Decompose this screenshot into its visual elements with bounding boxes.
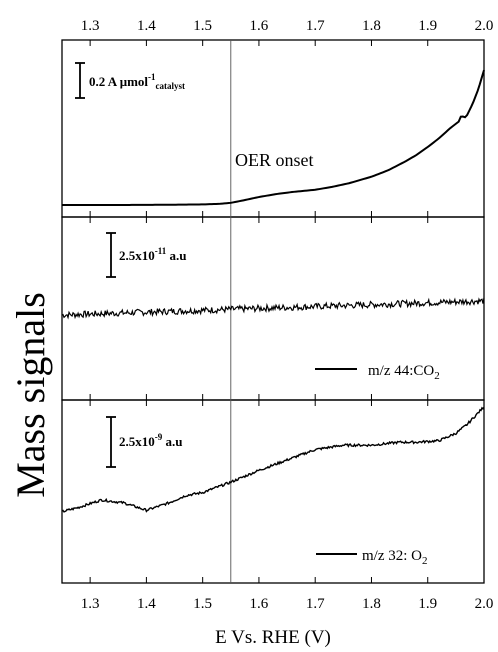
legend-o2-label: m/z 32: O2 xyxy=(362,548,428,567)
bottom-tick-label: 1.6 xyxy=(250,596,269,612)
top-tick-label: 1.3 xyxy=(81,18,100,34)
scale-bar-co2: 2.5x10-11 a.u xyxy=(106,232,187,278)
bottom-tick-label: 2.0 xyxy=(475,596,494,612)
panel-o2-frame xyxy=(61,399,485,584)
scale-bar-co2-label: 2.5x10-11 a.u xyxy=(119,246,187,263)
bottom-tick-label: 1.9 xyxy=(418,596,437,612)
top-tick-labels: 1.3 1.4 1.5 1.6 1.7 1.8 1.9 2.0 xyxy=(81,18,494,34)
y-axis-label: Mass signals xyxy=(8,292,53,498)
series-co2-line xyxy=(61,297,485,320)
legend-co2-label: m/z 44:CO2 xyxy=(368,363,440,382)
scale-bar-o2-label: 2.5x10-9 a.u xyxy=(119,432,182,449)
top-tick-label: 1.5 xyxy=(193,18,212,34)
top-tick-label: 1.9 xyxy=(418,18,437,34)
top-tick-label: 1.7 xyxy=(306,18,325,34)
scale-bar-current-label: 0.2 A μmol-1catalyst xyxy=(89,72,185,91)
top-tick-label: 1.4 xyxy=(137,18,156,34)
scale-bar-current: 0.2 A μmol-1catalyst xyxy=(75,62,185,99)
legend-co2: m/z 44:CO2 xyxy=(315,363,440,382)
bottom-tick-label: 1.4 xyxy=(137,596,156,612)
x-axis-label: E Vs. RHE (V) xyxy=(215,627,331,648)
top-tick-label: 1.6 xyxy=(250,18,269,34)
bottom-tick-label: 1.3 xyxy=(81,596,100,612)
series-o2-line xyxy=(61,406,485,513)
legend-o2: m/z 32: O2 xyxy=(316,548,428,567)
bottom-tick-label: 1.7 xyxy=(306,596,325,612)
panel-current-frame xyxy=(61,39,485,218)
tick-marks xyxy=(89,40,485,583)
series-current-line xyxy=(62,69,485,206)
top-tick-label: 1.8 xyxy=(362,18,381,34)
oer-onset-label: OER onset xyxy=(235,150,314,170)
top-tick-label: 2.0 xyxy=(475,18,494,34)
bottom-tick-label: 1.5 xyxy=(193,596,212,612)
bottom-tick-label: 1.8 xyxy=(362,596,381,612)
scale-bar-o2: 2.5x10-9 a.u xyxy=(106,416,182,468)
bottom-tick-labels: 1.3 1.4 1.5 1.6 1.7 1.8 1.9 2.0 xyxy=(81,596,494,612)
